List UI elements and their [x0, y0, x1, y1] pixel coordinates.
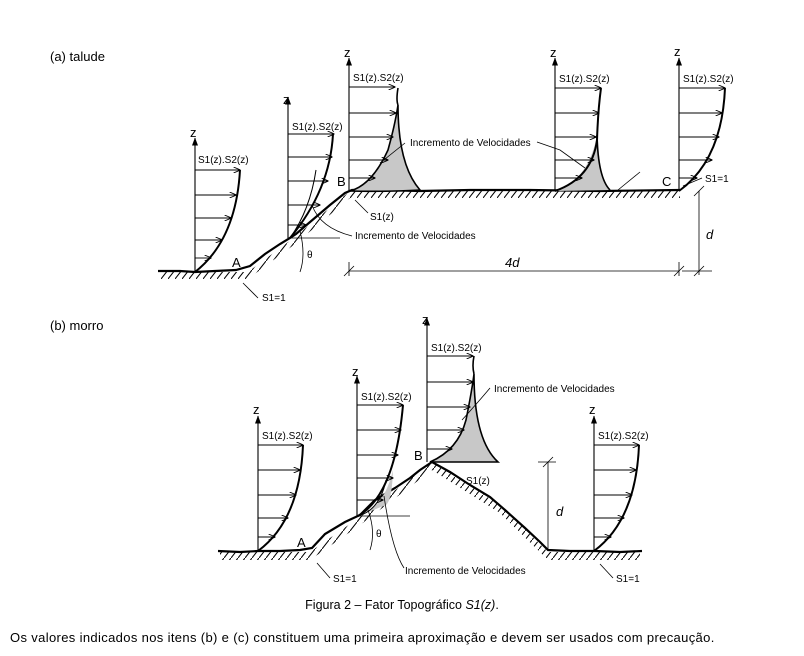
profile-label: S1(z).S2(z) [559, 74, 610, 85]
section-b-label: (b) morro [50, 318, 103, 333]
profile-label: S1(z).S2(z) [292, 122, 343, 133]
increment-callout-upper-b: Incremento de Velocidades [461, 384, 615, 421]
profile-label: S1(z).S2(z) [262, 431, 313, 442]
profile-label: S1(z).S2(z) [431, 343, 482, 354]
point-a-label: A [297, 535, 306, 550]
increment-label: Incremento de Velocidades [405, 566, 526, 577]
theta-label: θ [307, 250, 313, 261]
z-axis-label: z [422, 312, 429, 327]
profile-label: S1(z).S2(z) [361, 392, 412, 403]
wind-profile-5: z S1(z).S2(z) [674, 44, 734, 192]
s1z-label: S1(z) [370, 212, 394, 223]
theta-angle: θ [358, 509, 410, 551]
height-dimension-d: d [538, 456, 564, 551]
s1z-callout-a: S1(z) [354, 199, 394, 223]
slope-diagram: z S1(z).S2(z) z S1(z).S2(z) [158, 44, 734, 304]
point-b-label: B [414, 448, 423, 463]
4d-label: 4d [505, 255, 520, 270]
z-axis-label: z [674, 44, 681, 59]
s1-equals-1-label: S1=1 [616, 574, 640, 585]
d-label: d [706, 227, 714, 242]
section-a-label: (a) talude [50, 49, 105, 64]
z-axis-label: z [550, 45, 557, 60]
point-c-label: C [662, 174, 671, 189]
z-axis-label: z [589, 402, 596, 417]
wind-profile-2: z S1(z).S2(z) [283, 92, 343, 239]
caption-symbol: S1(z) [465, 598, 496, 612]
theta-angle: θ [290, 230, 340, 273]
point-a-label: A [232, 255, 241, 270]
s1z-callout-b: S1(z) [444, 469, 490, 487]
s1z-label: S1(z) [466, 476, 490, 487]
z-axis-label: z [344, 45, 351, 60]
increment-label: Incremento de Velocidades [355, 231, 476, 242]
profile-label: S1(z).S2(z) [198, 155, 249, 166]
wind-profile-b4: z S1(z).S2(z) [589, 402, 649, 552]
profile-label: S1(z).S2(z) [598, 431, 649, 442]
length-dimension-4d: 4d [343, 255, 685, 277]
wind-profile-1: z S1(z).S2(z) [190, 125, 249, 273]
increment-label: Incremento de Velocidades [410, 138, 531, 149]
increment-label: Incremento de Velocidades [494, 384, 615, 395]
d-label: d [556, 504, 564, 519]
z-axis-label: z [190, 125, 197, 140]
theta-label: θ [376, 529, 382, 540]
z-axis-label: z [352, 364, 359, 379]
caption-prefix: Figura 2 – Fator Topográfico [305, 598, 466, 612]
z-axis-label: z [253, 402, 260, 417]
s1-equals-1-label: S1=1 [262, 293, 286, 304]
s1-equals-1-label: S1=1 [705, 174, 729, 185]
z-axis-label: z [283, 92, 290, 107]
hill-diagram: z S1(z).S2(z) z S1(z).S2(z) [217, 312, 649, 585]
height-dimension-d: d [682, 185, 714, 277]
body-paragraph: Os valores indicados nos itens (b) e (c)… [10, 630, 715, 645]
increment-callout-upper: Incremento de Velocidades [379, 138, 641, 191]
figure-caption: Figura 2 – Fator Topográfico S1(z). [0, 598, 804, 612]
wind-profile-4: z S1(z).S2(z) [550, 45, 611, 192]
ground-line [217, 460, 643, 554]
caption-suffix: . [495, 598, 499, 612]
wind-profile-b2: z S1(z).S2(z) [352, 364, 412, 517]
increment-callout-lower-b: Incremento de Velocidades [383, 495, 526, 577]
point-b-label: B [337, 174, 346, 189]
profile-label: S1(z).S2(z) [353, 73, 404, 84]
wind-profile-b3: z S1(z).S2(z) [422, 312, 501, 463]
ground-hatching [220, 462, 640, 560]
wind-profile-b1: z S1(z).S2(z) [253, 402, 313, 552]
wind-profile-3: z S1(z).S2(z) [344, 45, 422, 193]
s1-equals-1-label: S1=1 [333, 574, 357, 585]
profile-label: S1(z).S2(z) [683, 74, 734, 85]
increment-callout-lower: Incremento de Velocidades [311, 204, 476, 242]
ground-line [158, 188, 681, 274]
